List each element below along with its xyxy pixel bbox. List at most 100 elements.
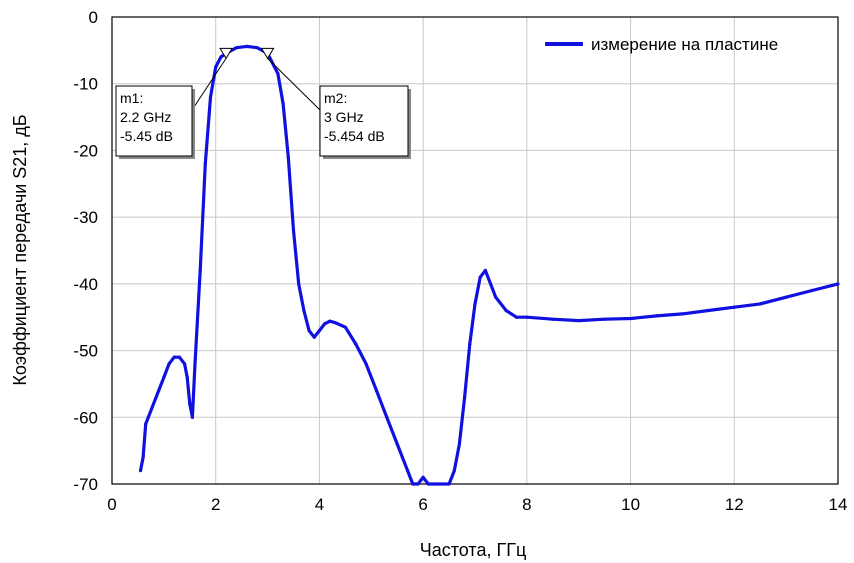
data-point xyxy=(286,155,290,159)
y-tick-label: -30 xyxy=(73,208,98,227)
data-point xyxy=(281,102,285,106)
data-point xyxy=(157,389,161,393)
grid xyxy=(111,16,839,485)
y-tick-label: -70 xyxy=(73,475,98,494)
data-point xyxy=(400,455,404,459)
data-point xyxy=(185,375,189,379)
data-point xyxy=(463,395,467,399)
data-point xyxy=(276,72,280,76)
data-point xyxy=(447,482,451,486)
data-point xyxy=(183,362,187,366)
data-point xyxy=(190,415,194,419)
data-point xyxy=(706,308,710,313)
data-point xyxy=(758,302,762,306)
data-point xyxy=(141,455,145,459)
data-point xyxy=(188,402,192,406)
data-point xyxy=(198,268,202,273)
markers-group: m1: 2.2 GHz -5.45 dB m2: 3 GHz -5.454 dB xyxy=(115,47,411,159)
data-point xyxy=(312,335,316,339)
data-point xyxy=(468,342,472,346)
y-tick-label: -20 xyxy=(73,141,98,160)
data-point xyxy=(214,65,218,69)
data-point xyxy=(203,162,207,166)
data-point xyxy=(426,482,430,486)
data-point xyxy=(374,389,379,393)
marker-label: m1: xyxy=(120,90,143,106)
x-tick-label: 2 xyxy=(211,495,220,514)
data-point xyxy=(208,95,213,99)
data-point xyxy=(364,362,368,366)
marker-leader-line xyxy=(267,58,321,111)
data-point xyxy=(836,282,840,286)
data-point xyxy=(603,317,607,321)
data-point xyxy=(395,442,399,446)
data-point xyxy=(514,315,519,319)
data-point xyxy=(323,322,327,326)
data-point xyxy=(333,320,337,325)
marker-box xyxy=(319,85,409,157)
data-point xyxy=(354,342,358,346)
data-point xyxy=(437,482,441,486)
plot-frame xyxy=(111,16,839,485)
tick-labels: 0 2 4 6 8 10 12 14 0 -10 -20 -30 -40 -50 -60 -70 xyxy=(73,8,847,514)
series-group xyxy=(138,44,840,486)
x-tick-label: 10 xyxy=(621,495,640,514)
data-point xyxy=(577,318,581,323)
y-tick-label: -40 xyxy=(73,275,98,294)
x-tick-label: 12 xyxy=(725,495,744,514)
data-point xyxy=(784,295,788,299)
data-point xyxy=(177,355,182,359)
data-point xyxy=(473,302,477,306)
data-point xyxy=(452,469,456,473)
marker-box xyxy=(115,85,193,157)
x-tick-label: 6 xyxy=(418,495,427,514)
data-point xyxy=(504,308,508,313)
y-tick-label: 0 xyxy=(89,8,98,27)
data-point xyxy=(494,295,498,299)
data-point xyxy=(525,315,529,319)
data-point xyxy=(317,328,322,333)
data-point xyxy=(291,228,296,233)
data-point xyxy=(219,55,223,59)
marker-level: -5.454 dB xyxy=(324,128,385,144)
marker-frequency: 2.2 GHz xyxy=(120,109,171,125)
x-tick-label: 8 xyxy=(522,495,531,514)
data-point xyxy=(732,305,736,309)
x-tick-label: 0 xyxy=(107,495,116,514)
data-point xyxy=(628,316,633,321)
x-axis-label: Частота, ГГц xyxy=(420,540,527,560)
data-point xyxy=(478,275,482,279)
data-point xyxy=(385,415,389,419)
y-axis-label: Коэффициент передачи S21, дБ xyxy=(10,114,30,385)
data-point xyxy=(680,312,685,316)
data-point xyxy=(302,308,306,313)
marker-frequency: 3 GHz xyxy=(324,109,364,125)
data-point xyxy=(416,482,420,486)
y-tick-label: -50 xyxy=(73,342,98,361)
x-tick-label: 14 xyxy=(829,495,848,514)
data-point xyxy=(167,362,171,366)
data-point xyxy=(551,317,555,321)
marker-leader-line xyxy=(191,58,227,111)
data-point xyxy=(328,319,332,323)
marker-label: m2: xyxy=(324,90,347,106)
data-point xyxy=(138,469,143,473)
data-point xyxy=(193,362,197,366)
data-point xyxy=(245,44,249,48)
data-point xyxy=(144,422,148,426)
data-point xyxy=(654,314,659,318)
legend: измерение на пластине xyxy=(545,35,778,54)
data-point xyxy=(297,282,301,286)
data-point xyxy=(421,475,425,479)
data-point xyxy=(255,46,259,50)
marker-triangle xyxy=(260,47,275,60)
x-tick-label: 4 xyxy=(315,495,324,514)
marker-level: -5.45 dB xyxy=(120,128,173,144)
data-point xyxy=(172,355,176,359)
data-point xyxy=(307,328,311,333)
y-tick-label: -60 xyxy=(73,408,98,427)
data-point xyxy=(162,375,166,379)
data-point xyxy=(151,402,156,406)
